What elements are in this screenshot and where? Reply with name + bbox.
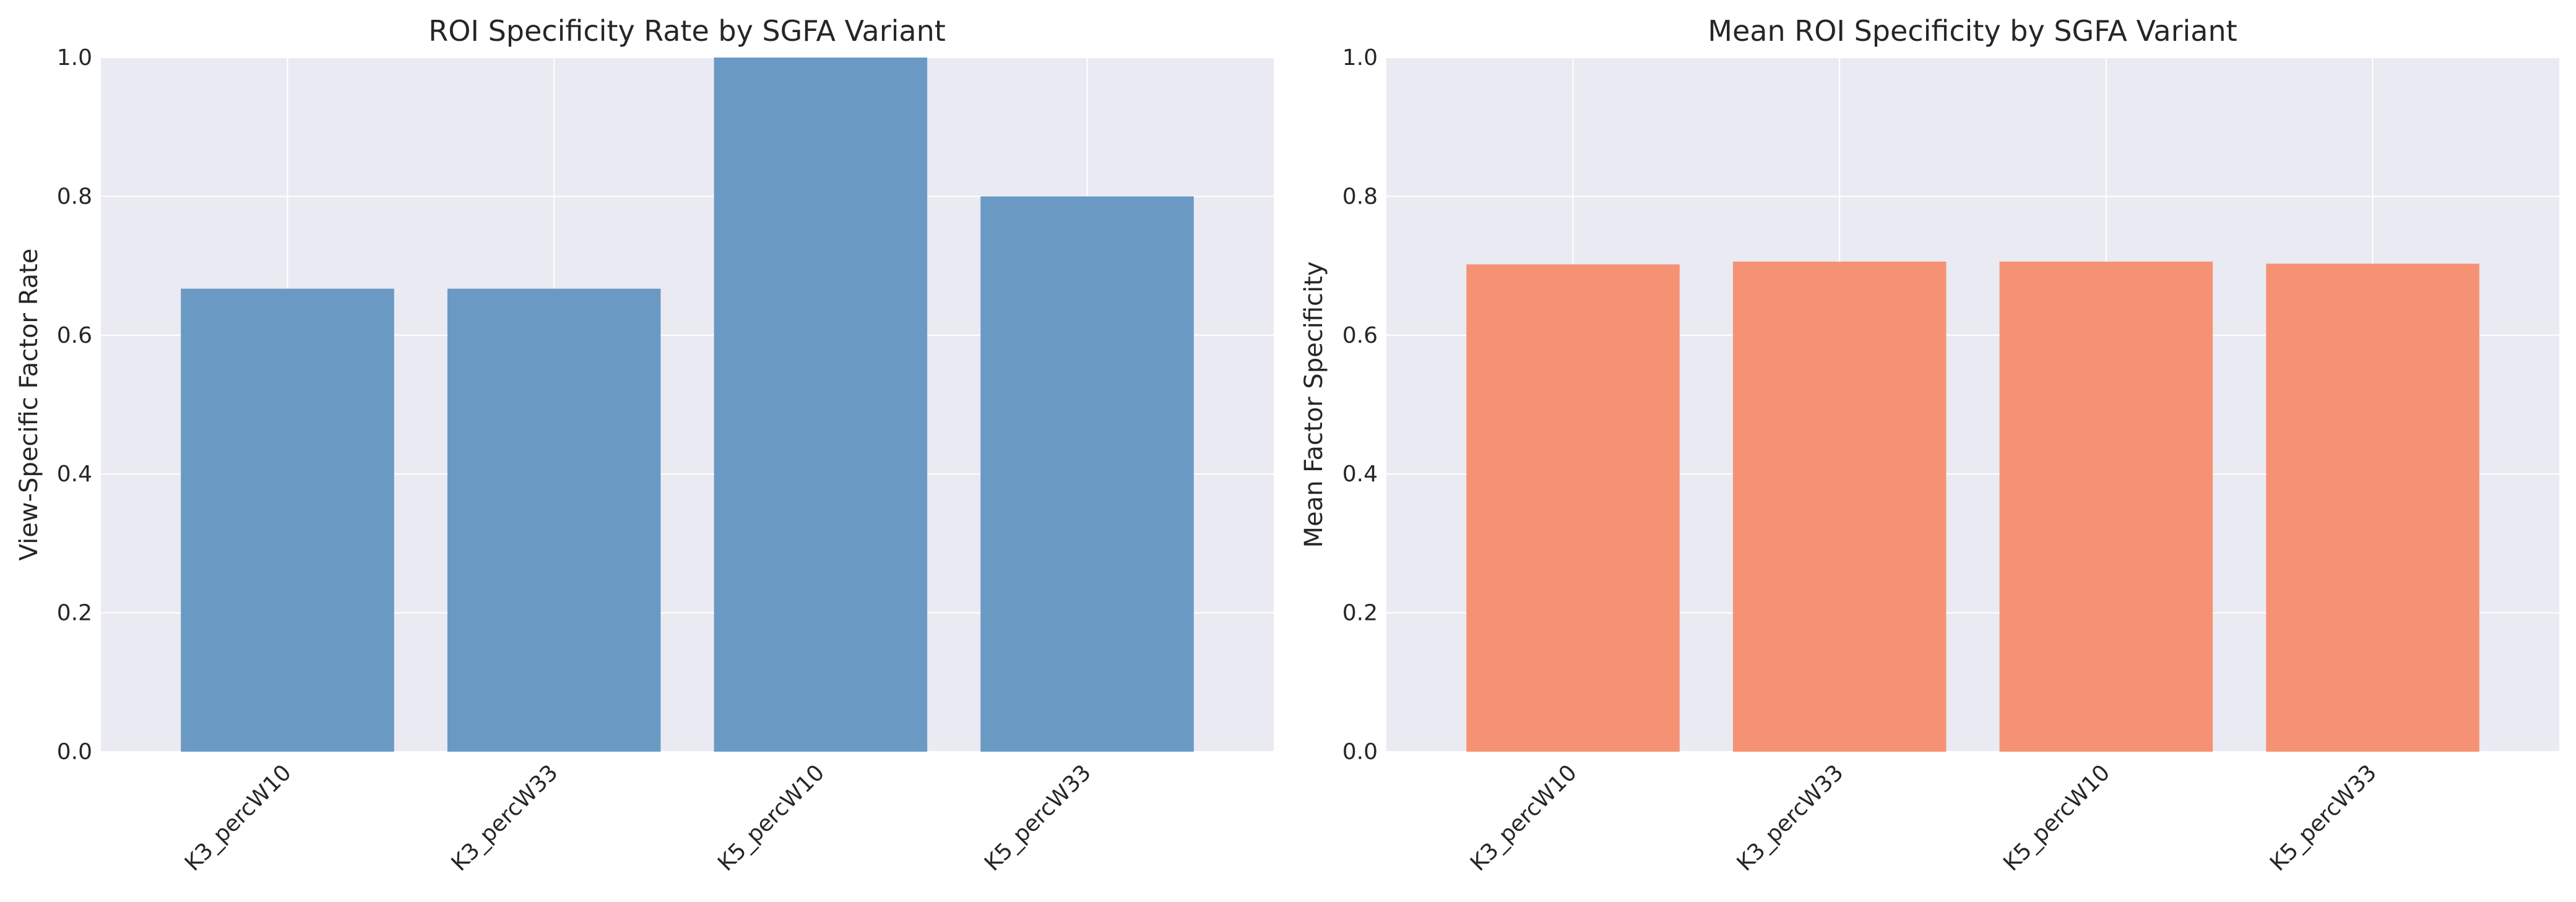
bar-K3_percW33 <box>447 288 661 752</box>
y-ticks-right: 0.0 0.2 0.4 0.6 0.8 1.0 <box>1342 45 1378 765</box>
y-tick-label: 0.4 <box>1342 462 1378 487</box>
bars-right <box>1466 261 2479 752</box>
bar-K3_percW33 <box>1732 261 1947 752</box>
x-tick-label: K3_percW10 <box>180 760 296 876</box>
bars-left <box>181 58 1194 752</box>
y-tick-label: 0.0 <box>57 739 92 765</box>
x-ticks-right: K3_percW10 K3_percW33 K5_percW10 K5_percW33 <box>1466 760 2382 876</box>
bar-K5_percW10 <box>1999 261 2213 752</box>
bar-K5_percW33 <box>2266 264 2479 752</box>
y-tick-label: 0.6 <box>1342 323 1378 348</box>
chart-title-right: Mean ROI Specificity by SGFA Variant <box>1708 14 2237 48</box>
x-tick-label: K5_percW10 <box>1999 760 2115 876</box>
bar-K3_percW10 <box>181 288 394 752</box>
y-tick-label: 0.4 <box>57 462 92 487</box>
x-tick-label: K3_percW33 <box>447 760 563 876</box>
bar-K5_percW10 <box>714 58 928 752</box>
chart-left: 0.00.20.40.60.81.0 K3_percW10 K3_percW33 K… <box>15 14 1274 876</box>
y-tick-label: 0.6 <box>57 323 92 348</box>
y-ticks-left: 0.0 0.2 0.4 0.6 0.8 1.0 <box>57 45 92 765</box>
x-tick-label: K3_percW10 <box>1466 760 1582 876</box>
bar-K5_percW33 <box>980 196 1194 752</box>
x-tick-label: K5_percW10 <box>713 760 829 876</box>
y-tick-label: 0.8 <box>57 184 92 209</box>
y-tick-label: 0.0 <box>1342 739 1378 765</box>
y-tick-label: 0.2 <box>57 601 92 626</box>
y-tick-label: 0.8 <box>1342 184 1378 209</box>
y-tick-label: 0.2 <box>1342 601 1378 626</box>
x-ticks-left: K3_percW10 K3_percW33 K5_percW10 K5_percW33 <box>180 760 1096 876</box>
y-axis-label-right: Mean Factor Specificity <box>1300 261 1328 548</box>
bar-K3_percW10 <box>1466 264 1680 752</box>
x-tick-label: K3_percW33 <box>1732 760 1849 876</box>
chart-title-left: ROI Specificity Rate by SGFA Variant <box>428 14 946 48</box>
y-tick-label: 1.0 <box>1342 45 1378 71</box>
y-tick-label: 1.0 <box>57 45 92 71</box>
chart-right: 0.00.20.40.60.81.0 K3_percW10 K3_percW33 K… <box>1300 14 2559 876</box>
x-tick-label: K5_percW33 <box>980 760 1096 876</box>
y-axis-label-left: View-Specific Factor Rate <box>15 249 43 561</box>
x-tick-label: K5_percW33 <box>2265 760 2382 876</box>
